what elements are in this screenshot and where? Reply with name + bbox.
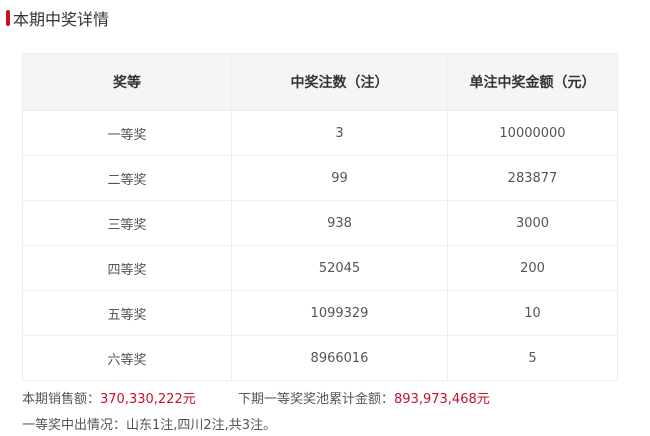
prize-level: 六等奖 [22,335,232,381]
sales-label: 本期销售额： [22,392,101,407]
header-level: 奖等 [22,53,232,111]
win-count: 3 [231,110,448,156]
sales-value: 370,330,222元 [100,392,196,407]
prize-table: 奖等 中奖注数（注） 单注中奖金额（元） 一等奖 3 10000000 二等奖 99 28… [22,53,618,381]
table-header: 奖等 中奖注数（注） 单注中奖金额（元） [22,53,618,111]
header-count: 中奖注数（注） [231,53,448,111]
winners-line: 一等奖中出情况：山东1注,四川2注,共3注。 [22,418,277,433]
prize-level: 三等奖 [22,200,232,246]
table-row: 五等奖 1099329 10 [22,290,618,336]
prize-amount: 200 [447,245,618,291]
win-count: 8966016 [231,335,448,381]
table-row: 六等奖 8966016 5 [22,335,618,381]
prize-amount: 3000 [447,200,618,246]
title-marker [6,10,10,26]
prize-level: 四等奖 [22,245,232,291]
section-title: 本期中奖详情 [6,6,109,30]
win-count: 938 [231,200,448,246]
pool-label: 下期一等奖奖池累计金额： [238,392,395,407]
table-row: 二等奖 99 283877 [22,155,618,201]
prize-amount: 10 [447,290,618,336]
pool-value: 893,973,468元 [394,392,490,407]
header-amount: 单注中奖金额（元） [447,53,618,111]
prize-amount: 283877 [447,155,618,201]
table-row: 一等奖 3 10000000 [22,110,618,156]
win-count: 52045 [231,245,448,291]
win-count: 1099329 [231,290,448,336]
prize-level: 五等奖 [22,290,232,336]
prize-level: 二等奖 [22,155,232,201]
prize-amount: 10000000 [447,110,618,156]
prize-amount: 5 [447,335,618,381]
sales-line: 本期销售额：370,330,222元 下期一等奖奖池累计金额：893,973,4… [22,388,490,407]
table-row: 三等奖 938 3000 [22,200,618,246]
table-row: 四等奖 52045 200 [22,245,618,291]
prize-level: 一等奖 [22,110,232,156]
section-title-text: 本期中奖详情 [13,10,110,29]
win-count: 99 [231,155,448,201]
